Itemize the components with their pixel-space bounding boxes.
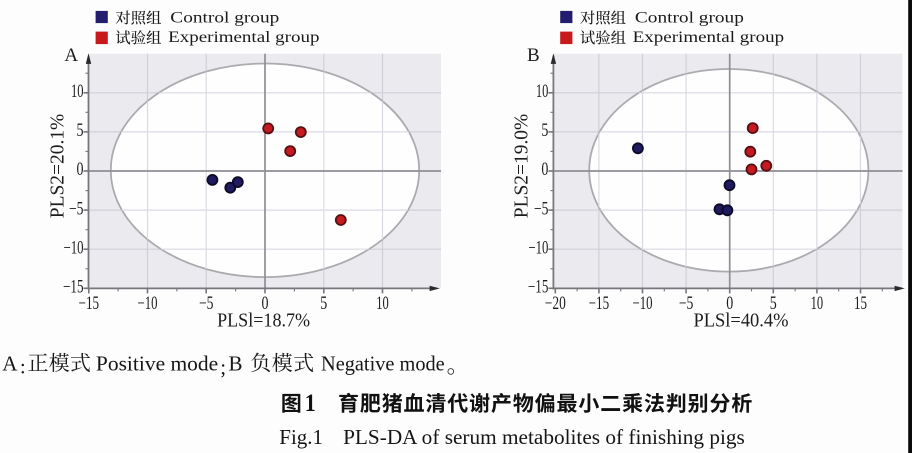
svg-text:Positive mode: Positive mode xyxy=(96,351,218,375)
svg-text:−15: −15 xyxy=(589,294,610,314)
svg-text:A: A xyxy=(2,351,18,375)
svg-text:−20: −20 xyxy=(545,294,566,314)
svg-text:10: 10 xyxy=(376,294,389,314)
svg-text:−15: −15 xyxy=(63,278,84,298)
svg-text:B: B xyxy=(229,351,243,375)
svg-text:A: A xyxy=(64,45,78,66)
svg-text:Experimental group: Experimental group xyxy=(633,29,784,46)
svg-text:;: ; xyxy=(220,355,226,379)
svg-text:PLSl=40.4%: PLSl=40.4% xyxy=(694,310,789,332)
svg-text::: : xyxy=(20,355,26,379)
svg-text:0: 0 xyxy=(77,160,84,180)
svg-text:10: 10 xyxy=(536,82,549,102)
svg-text:−5: −5 xyxy=(69,199,84,219)
svg-text:−10: −10 xyxy=(633,294,653,314)
svg-text:Control group: Control group xyxy=(170,9,279,26)
svg-text:Negative mode: Negative mode xyxy=(321,351,445,375)
svg-text:−5: −5 xyxy=(199,294,214,314)
svg-text:−10: −10 xyxy=(528,238,548,258)
svg-text:5: 5 xyxy=(770,294,777,314)
svg-text:5: 5 xyxy=(77,121,84,141)
svg-text:15: 15 xyxy=(854,294,867,314)
svg-text:1: 1 xyxy=(305,390,316,417)
svg-text:−5: −5 xyxy=(534,199,549,219)
svg-text:0: 0 xyxy=(726,294,733,314)
svg-text:PLS2=19.0%: PLS2=19.0% xyxy=(511,114,533,219)
svg-text:10: 10 xyxy=(811,294,824,314)
svg-text:B: B xyxy=(527,45,540,66)
svg-text:5: 5 xyxy=(320,294,327,314)
svg-text:PLS-DA of serum metabolites of: PLS-DA of serum metabolites of finishing… xyxy=(343,425,745,449)
svg-text:Control group: Control group xyxy=(635,9,744,26)
svg-text:Fig.1: Fig.1 xyxy=(279,425,323,449)
svg-text:PLSl=18.7%: PLSl=18.7% xyxy=(217,310,310,332)
svg-text:0: 0 xyxy=(541,160,548,180)
svg-text:5: 5 xyxy=(541,121,548,141)
svg-text:−15: −15 xyxy=(528,278,549,298)
svg-text:−10: −10 xyxy=(64,238,84,258)
svg-text:10: 10 xyxy=(71,82,84,102)
svg-text:−5: −5 xyxy=(679,294,694,314)
svg-text:−10: −10 xyxy=(138,294,158,314)
svg-text:Experimental group: Experimental group xyxy=(168,29,319,46)
svg-text:−15: −15 xyxy=(79,294,100,314)
svg-text:PLS2=20.1%: PLS2=20.1% xyxy=(47,114,69,219)
svg-text:0: 0 xyxy=(262,294,269,314)
